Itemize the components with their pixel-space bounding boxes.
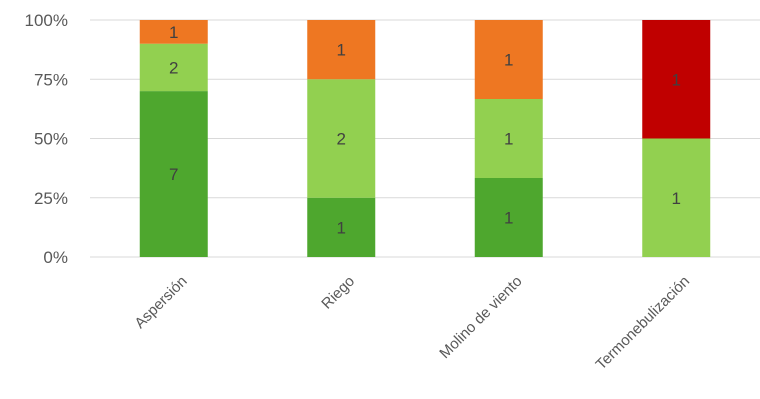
bar-segment bbox=[139, 91, 208, 257]
data-label: 1 bbox=[672, 70, 681, 89]
data-label: 1 bbox=[672, 189, 681, 208]
data-label: 1 bbox=[504, 51, 513, 70]
y-axis-tick-labels: 0% 25% 50% 75% 100% bbox=[25, 11, 68, 267]
x-category-label: Riego bbox=[318, 273, 358, 313]
data-label: 2 bbox=[169, 58, 178, 77]
bar-segment bbox=[642, 20, 711, 139]
data-label: 1 bbox=[504, 209, 513, 228]
data-labels: 7 2 1 1 2 1 1 1 1 1 1 bbox=[169, 23, 681, 238]
x-axis-category-labels: Aspersión Riego Molino de viento Termonebul… bbox=[131, 273, 693, 373]
y-tick-label: 0% bbox=[43, 248, 68, 267]
data-label: 1 bbox=[504, 130, 513, 149]
bar-segment bbox=[139, 20, 208, 44]
bar-segment bbox=[307, 20, 376, 80]
y-tick-label: 75% bbox=[34, 70, 68, 89]
x-category-label: Termonebulización bbox=[593, 273, 693, 373]
x-category-label: Aspersión bbox=[131, 273, 190, 332]
bar-segment bbox=[474, 178, 543, 257]
bar-segments bbox=[139, 20, 711, 257]
data-label: 1 bbox=[169, 23, 178, 42]
bar-segment bbox=[139, 43, 208, 92]
data-label: 1 bbox=[337, 218, 346, 237]
bar-segment bbox=[474, 99, 543, 178]
bar-segment bbox=[307, 79, 376, 198]
bar-segment bbox=[642, 138, 711, 257]
bar-segment bbox=[307, 197, 376, 257]
y-tick-label: 50% bbox=[34, 130, 68, 149]
bar-segment bbox=[474, 20, 543, 99]
y-tick-label: 25% bbox=[34, 189, 68, 208]
data-label: 2 bbox=[337, 130, 346, 149]
data-label: 1 bbox=[337, 41, 346, 60]
data-label: 7 bbox=[169, 165, 178, 184]
x-category-label: Molino de viento bbox=[436, 273, 525, 362]
y-tick-label: 100% bbox=[25, 11, 68, 30]
